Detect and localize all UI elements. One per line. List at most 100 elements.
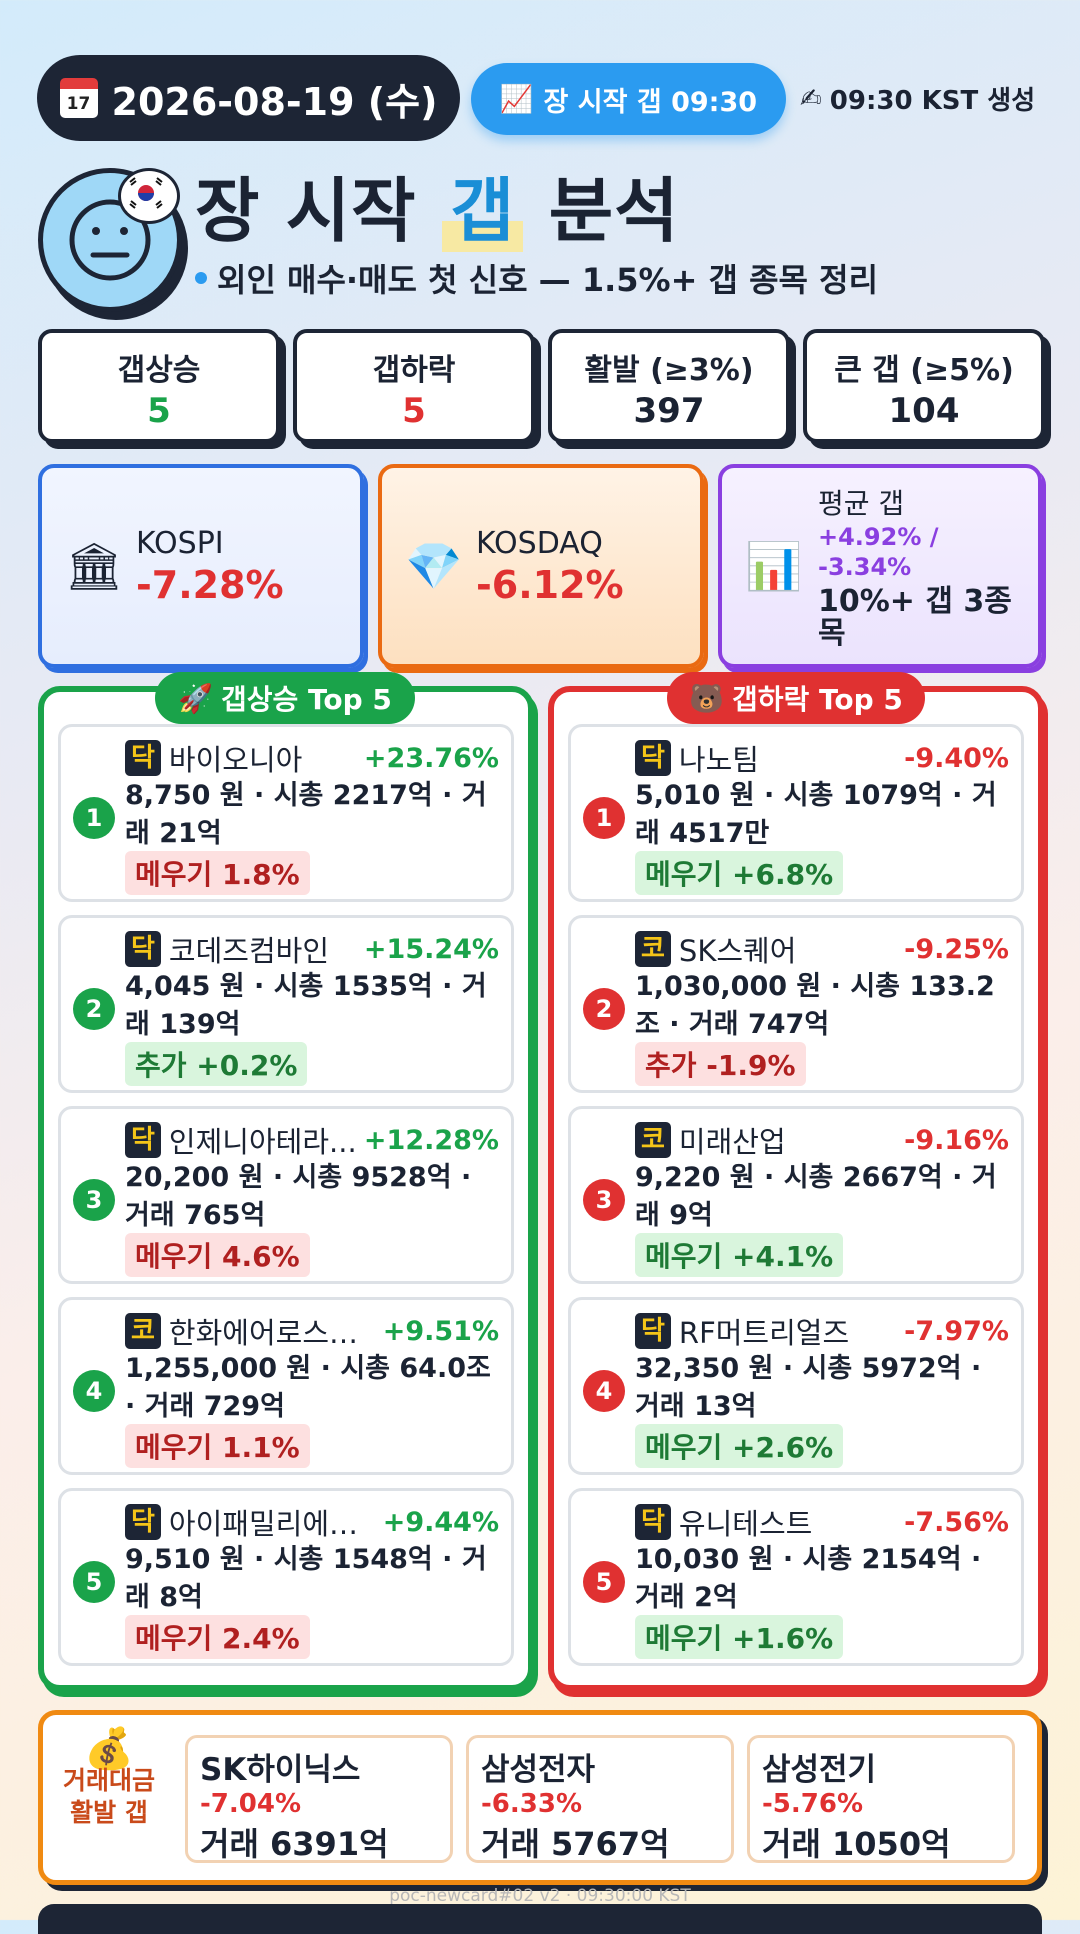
market-badge: 코: [125, 1313, 161, 1349]
title-highlight: 갭: [441, 170, 524, 252]
stock-card: 1 닥 바이오니아 +23.76% 8,750 원 · 시총 2217억 · 거래 21…: [58, 724, 514, 902]
gap-percent: -9.40%: [904, 742, 1009, 774]
stat-gap-up: 갭상승 5: [38, 329, 280, 443]
generated-stamp: ✍ 09:30 KST 생성: [800, 80, 1035, 117]
bear-icon: 🐻: [689, 681, 724, 715]
gap-percent: -7.97%: [904, 1315, 1009, 1347]
gap-percent: +15.24%: [363, 933, 499, 965]
volume-card: 삼성전자 -6.33% 거래 5767억: [466, 1735, 734, 1863]
stock-info: 4,045 원 · 시총 1535억 · 거래 139억: [125, 971, 487, 1040]
rank-badge: 4: [73, 1370, 115, 1412]
market-badge: 닥: [125, 1122, 161, 1158]
gap-fill-tag: 메우기 +4.1%: [635, 1233, 844, 1277]
market-badge: 닥: [125, 1504, 161, 1540]
gap-percent: -9.16%: [904, 1124, 1009, 1156]
calendar-icon: 17: [59, 78, 98, 118]
bank-icon: 🏛: [64, 538, 124, 593]
stat-active: 활발 (≥3%) 397: [548, 329, 790, 443]
kosdaq-box: 💎 KOSDAQ -6.12%: [378, 464, 704, 668]
stock-info: 9,510 원 · 시총 1548억 · 거래 8억: [125, 1544, 487, 1613]
bullet-dot: [195, 272, 207, 284]
stock-name: SK스퀘어: [678, 934, 797, 968]
stock-card: 5 닥 유니테스트 -7.56% 10,030 원 · 시총 2154억 · 거래 2억…: [568, 1488, 1024, 1666]
stock-info: 9,220 원 · 시총 2667억 · 거래 9억: [635, 1162, 997, 1231]
volume-section: 💰 거래대금 활발 갭 SK하이닉스 -7.04% 거래 6391억 삼성전자 …: [38, 1710, 1042, 1885]
gap-percent: +9.51%: [382, 1315, 499, 1347]
stat-gap-down: 갭하락 5: [293, 329, 535, 443]
stock-info: 32,350 원 · 시총 5972억 · 거래 13억: [635, 1353, 982, 1422]
market-badge: 닥: [635, 740, 671, 776]
gap-percent: -7.56%: [904, 1506, 1009, 1538]
market-badge: 닥: [635, 1504, 671, 1540]
kospi-box: 🏛 KOSPI -7.28%: [38, 464, 364, 668]
date-text: 2026-08-19 (수): [111, 79, 438, 124]
gem-icon: 💎: [405, 538, 463, 593]
rocket-icon: 🚀: [178, 681, 213, 715]
gap-fill-tag: 메우기 4.6%: [125, 1233, 310, 1277]
gap-percent: +12.28%: [363, 1124, 499, 1156]
gap-percent: +23.76%: [363, 742, 499, 774]
money-bag-icon: 💰: [84, 1726, 134, 1772]
stock-name: 코데즈컴바인: [168, 934, 330, 968]
stock-name: RF머트리얼즈: [678, 1316, 850, 1350]
korea-flag-icon: [118, 168, 180, 224]
market-badge: 닥: [635, 1313, 671, 1349]
rank-badge: 3: [73, 1179, 115, 1221]
page-title: 장 시작 갭 분석: [195, 170, 680, 252]
gap-up-panel: 1 닥 바이오니아 +23.76% 8,750 원 · 시총 2217억 · 거래 21…: [38, 686, 534, 1691]
gap-fill-tag: 추가 -1.9%: [635, 1042, 806, 1086]
stock-name: 유니테스트: [678, 1507, 813, 1541]
stock-name: 미래산업: [678, 1125, 786, 1159]
market-badge: 코: [635, 1122, 671, 1158]
footer-text: poc-newcard#02 v2 · 09:30:00 KST: [389, 1886, 691, 1906]
stat-big-gap: 큰 갭 (≥5%) 104: [803, 329, 1045, 443]
gap-percent: +9.44%: [382, 1506, 499, 1538]
market-badge: 닥: [125, 740, 161, 776]
page-subtitle: 외인 매수·매도 첫 신호 — 1.5%+ 갭 종목 정리: [195, 255, 878, 301]
stock-card: 2 닥 코데즈컴바인 +15.24% 4,045 원 · 시총 1535억 · 거래 1…: [58, 915, 514, 1093]
rank-badge: 5: [73, 1561, 115, 1603]
stock-name: 인제니아테라...: [168, 1125, 357, 1159]
stock-name: 바이오니아: [168, 743, 303, 777]
stock-name: 나노팀: [678, 743, 759, 777]
gap-down-panel: 1 닥 나노팀 -9.40% 5,010 원 · 시총 1079억 · 거래 4517만…: [548, 686, 1044, 1691]
stock-info: 8,750 원 · 시총 2217억 · 거래 21억: [125, 780, 487, 849]
session-pill: 📈 장 시작 갭 09:30: [471, 63, 786, 135]
stock-info: 1,255,000 원 · 시총 64.0조 · 거래 729억: [125, 1353, 491, 1422]
stock-card: 4 닥 RF머트리얼즈 -7.97% 32,350 원 · 시총 5972억 · 거래 …: [568, 1297, 1024, 1475]
bar-chart-icon: 📊: [745, 538, 803, 593]
stock-card: 2 코 SK스퀘어 -9.25% 1,030,000 원 · 시총 133.2조 · 거…: [568, 915, 1024, 1093]
gap-fill-tag: 메우기 +6.8%: [635, 851, 844, 895]
rank-badge: 1: [583, 797, 625, 839]
stock-info: 1,030,000 원 · 시총 133.2조 · 거래 747억: [635, 971, 995, 1040]
date-pill: 17 2026-08-19 (수): [37, 55, 460, 141]
writing-hand-icon: ✍: [800, 83, 822, 114]
stock-name: 아이패밀리에스씨: [168, 1507, 377, 1541]
rank-badge: 2: [73, 988, 115, 1030]
market-badge: 닥: [125, 931, 161, 967]
chart-up-icon: 📈: [499, 84, 534, 115]
gap-fill-tag: 추가 +0.2%: [125, 1042, 308, 1086]
stock-card: 4 코 한화에어로스페... +9.51% 1,255,000 원 · 시총 64.0조…: [58, 1297, 514, 1475]
session-label: 장 시작 갭 09:30: [543, 86, 758, 118]
rank-badge: 3: [583, 1179, 625, 1221]
gap-percent: -9.25%: [904, 933, 1009, 965]
stock-card: 3 코 미래산업 -9.16% 9,220 원 · 시총 2667억 · 거래 9억 메우…: [568, 1106, 1024, 1284]
rank-badge: 4: [583, 1370, 625, 1412]
rank-badge: 2: [583, 988, 625, 1030]
volume-card: 삼성전기 -5.76% 거래 1050억: [747, 1735, 1015, 1863]
generated-text: 09:30 KST 생성: [829, 86, 1036, 116]
gap-down-title: 🐻 갭하락 Top 5: [667, 672, 925, 724]
stock-card: 5 닥 아이패밀리에스씨 +9.44% 9,510 원 · 시총 1548억 · 거래 …: [58, 1488, 514, 1666]
market-badge: 코: [635, 931, 671, 967]
gap-fill-tag: 메우기 +1.6%: [635, 1615, 844, 1659]
stock-info: 20,200 원 · 시총 9528억 · 거래 765억: [125, 1162, 472, 1231]
stock-info: 10,030 원 · 시총 2154억 · 거래 2억: [635, 1544, 982, 1613]
stock-info: 5,010 원 · 시총 1079억 · 거래 4517만: [635, 780, 997, 849]
bottom-bar: [38, 1904, 1042, 1934]
stock-card: 1 닥 나노팀 -9.40% 5,010 원 · 시총 1079억 · 거래 4517만…: [568, 724, 1024, 902]
gap-up-title: 🚀 갭상승 Top 5: [155, 672, 415, 724]
gap-fill-tag: 메우기 1.8%: [125, 851, 310, 895]
rank-badge: 5: [583, 1561, 625, 1603]
stock-card: 3 닥 인제니아테라... +12.28% 20,200 원 · 시총 9528억 · …: [58, 1106, 514, 1284]
